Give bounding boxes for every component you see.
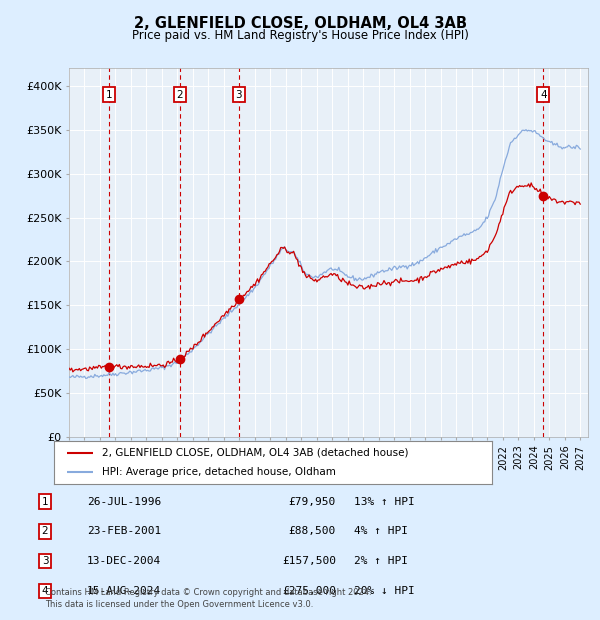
Text: 2: 2 (41, 526, 49, 536)
Text: 4: 4 (41, 586, 49, 596)
Text: 2: 2 (176, 89, 183, 100)
Text: 13% ↑ HPI: 13% ↑ HPI (354, 497, 415, 507)
Text: 1: 1 (106, 89, 112, 100)
Text: Price paid vs. HM Land Registry's House Price Index (HPI): Price paid vs. HM Land Registry's House … (131, 29, 469, 42)
Text: 20% ↓ HPI: 20% ↓ HPI (354, 586, 415, 596)
Text: 2, GLENFIELD CLOSE, OLDHAM, OL4 3AB (detached house): 2, GLENFIELD CLOSE, OLDHAM, OL4 3AB (det… (102, 448, 409, 458)
Text: 4: 4 (540, 89, 547, 100)
Text: 23-FEB-2001: 23-FEB-2001 (87, 526, 161, 536)
Text: 3: 3 (235, 89, 242, 100)
Text: 4% ↑ HPI: 4% ↑ HPI (354, 526, 408, 536)
Text: HPI: Average price, detached house, Oldham: HPI: Average price, detached house, Oldh… (102, 467, 336, 477)
Text: 26-JUL-1996: 26-JUL-1996 (87, 497, 161, 507)
Text: 13-DEC-2004: 13-DEC-2004 (87, 556, 161, 566)
Text: 1: 1 (41, 497, 49, 507)
Text: 3: 3 (41, 556, 49, 566)
Text: 15-AUG-2024: 15-AUG-2024 (87, 586, 161, 596)
Text: 2% ↑ HPI: 2% ↑ HPI (354, 556, 408, 566)
Text: £88,500: £88,500 (289, 526, 336, 536)
Text: £157,500: £157,500 (282, 556, 336, 566)
Text: £275,000: £275,000 (282, 586, 336, 596)
Text: 2, GLENFIELD CLOSE, OLDHAM, OL4 3AB: 2, GLENFIELD CLOSE, OLDHAM, OL4 3AB (133, 16, 467, 31)
Text: £79,950: £79,950 (289, 497, 336, 507)
Text: Contains HM Land Registry data © Crown copyright and database right 2024.
This d: Contains HM Land Registry data © Crown c… (45, 588, 371, 609)
